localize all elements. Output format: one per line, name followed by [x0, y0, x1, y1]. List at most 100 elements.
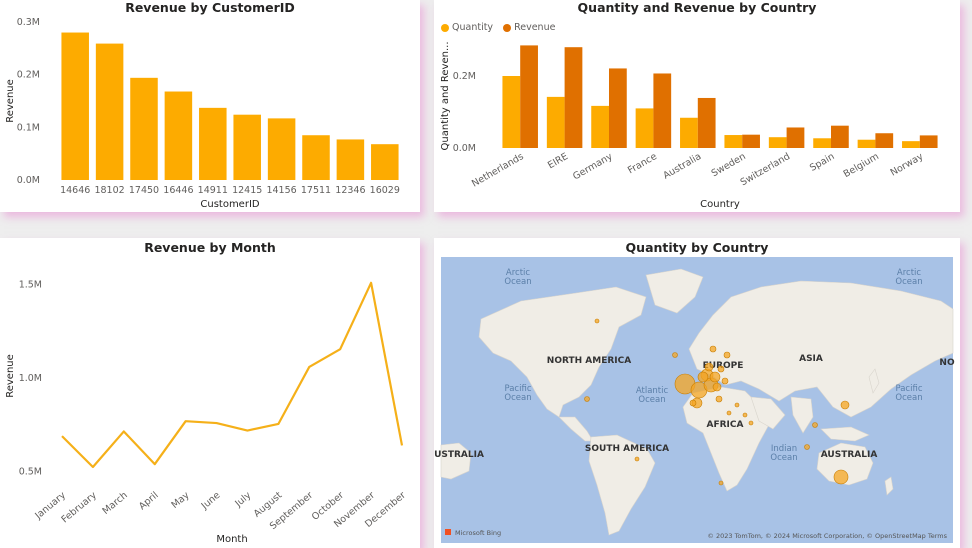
bar-revenue[interactable]	[520, 45, 538, 148]
bar-quantity[interactable]	[768, 137, 787, 148]
svg-text:Pacific: Pacific	[504, 384, 531, 394]
chart-title: Revenue by Month	[144, 240, 276, 255]
data-point[interactable]	[215, 421, 219, 425]
quantity-revenue-by-country-chart[interactable]: 0.0M 0.2M Netherlands EIRE Germany France Aust…	[434, 0, 960, 212]
quantity-bubble[interactable]	[709, 345, 717, 353]
bar-revenue[interactable]	[697, 97, 716, 148]
quantity-bubble[interactable]	[748, 420, 754, 426]
quantity-bubble[interactable]	[634, 456, 640, 462]
legend-label: Quantity	[452, 22, 494, 33]
bar-quantity[interactable]	[591, 105, 609, 148]
revenue-by-month-panel[interactable]: Revenue by Month 0.5M 1.0M 1.5M January Febr…	[0, 238, 420, 548]
bar[interactable]	[164, 91, 193, 180]
revenue-by-customer-panel[interactable]: Revenue by CustomerID 0.0M 0.1M 0.2M 0.3M 14…	[0, 0, 420, 212]
svg-text:Ocean: Ocean	[895, 393, 922, 403]
quantity-revenue-by-country-panel[interactable]: Quantity and Revenue by Country Quantity…	[434, 0, 960, 212]
bar[interactable]	[130, 77, 158, 180]
quantity-bubble[interactable]	[721, 377, 729, 385]
quantity-bubble[interactable]	[717, 365, 725, 373]
bar-quantity[interactable]	[502, 76, 521, 148]
map-footer: Microsoft Bing © 2023 TomTom, © 2024 Mic…	[445, 529, 948, 540]
data-point[interactable]	[91, 465, 95, 469]
quantity-bubble[interactable]	[704, 362, 714, 372]
quantity-bubble[interactable]	[584, 396, 590, 402]
data-point[interactable]	[338, 347, 342, 351]
revenue-by-customer-chart[interactable]: 0.0M 0.1M 0.2M 0.3M 14646 18102 17450 16446 1491…	[0, 0, 420, 212]
svg-text:USTRALIA: USTRALIA	[434, 450, 484, 460]
svg-text:AUSTRALIA: AUSTRALIA	[821, 450, 878, 460]
data-point[interactable]	[369, 281, 373, 285]
y-tick-label: 1.5M	[19, 280, 42, 291]
quantity-bubble[interactable]	[689, 399, 697, 407]
bar-revenue[interactable]	[786, 127, 805, 148]
bar-quantity[interactable]	[724, 135, 743, 148]
quantity-bubble[interactable]	[833, 469, 849, 485]
quantity-bubble[interactable]	[840, 400, 850, 410]
bar[interactable]	[371, 144, 399, 180]
world-map-canvas[interactable]: Arctic Ocean Arctic Ocean Pacific Ocean …	[434, 257, 955, 543]
legend-item-revenue[interactable]: Revenue	[503, 22, 555, 33]
bar-revenue[interactable]	[742, 134, 760, 148]
bar-quantity[interactable]	[635, 108, 654, 148]
data-point[interactable]	[122, 429, 126, 433]
bar-revenue[interactable]	[609, 68, 627, 148]
y-tick-label: 0.5M	[19, 467, 42, 478]
svg-text:Ocean: Ocean	[895, 277, 922, 287]
world-map[interactable]: Arctic Ocean Arctic Ocean Pacific Ocean …	[434, 257, 955, 543]
x-tick-label: 16446	[163, 185, 193, 196]
quantity-by-country-map-panel[interactable]: Quantity by Country	[434, 238, 960, 548]
data-point[interactable]	[245, 429, 249, 433]
bar-quantity[interactable]	[546, 96, 565, 148]
x-tick-label: Belgium	[842, 151, 881, 180]
bar[interactable]	[61, 32, 89, 181]
bar-revenue[interactable]	[875, 133, 894, 148]
bar-revenue[interactable]	[653, 73, 672, 148]
bar-revenue[interactable]	[564, 47, 583, 149]
data-point[interactable]	[276, 422, 280, 426]
bar-quantity[interactable]	[902, 141, 920, 148]
bar-revenue[interactable]	[831, 125, 849, 148]
quantity-bubble[interactable]	[734, 402, 740, 408]
eurasia-shape	[688, 280, 954, 418]
x-tick-label: 17450	[129, 185, 159, 196]
bar-revenue[interactable]	[919, 135, 938, 148]
bar[interactable]	[199, 107, 227, 180]
data-point[interactable]	[400, 443, 404, 447]
quantity-bubble[interactable]	[804, 444, 810, 450]
data-point[interactable]	[153, 462, 157, 466]
quantity-bubbles[interactable]	[584, 318, 850, 486]
bar-quantity[interactable]	[813, 138, 831, 148]
quantity-bubble[interactable]	[723, 351, 731, 359]
quantity-bubble[interactable]	[812, 422, 818, 428]
data-point[interactable]	[184, 419, 188, 423]
bar-quantity[interactable]	[857, 139, 876, 148]
data-point[interactable]	[307, 365, 311, 369]
quantity-bubble[interactable]	[672, 352, 678, 358]
x-tick-label: 12415	[232, 185, 262, 196]
chart-legend[interactable]: Quantity Revenue	[441, 22, 555, 33]
svg-text:Ocean: Ocean	[638, 395, 665, 405]
revenue-line[interactable]	[61, 281, 404, 469]
bar[interactable]	[233, 114, 261, 180]
y-tick-label: 0.2M	[17, 70, 40, 81]
y-tick-label: 1.0M	[19, 373, 42, 384]
map-attribution: © 2023 TomTom, © 2024 Microsoft Corporat…	[707, 532, 947, 540]
chart-title: Quantity and Revenue by Country	[577, 0, 817, 15]
bar[interactable]	[267, 118, 296, 180]
bar[interactable]	[95, 43, 124, 180]
legend-item-quantity[interactable]: Quantity	[441, 22, 493, 33]
data-point[interactable]	[60, 434, 64, 438]
quantity-bubble[interactable]	[697, 371, 709, 383]
bar[interactable]	[336, 139, 365, 180]
svg-text:AFRICA: AFRICA	[707, 420, 744, 430]
quantity-bubble[interactable]	[718, 480, 724, 486]
bar[interactable]	[302, 135, 330, 180]
quantity-bubble[interactable]	[742, 412, 748, 418]
quantity-bubble[interactable]	[726, 410, 732, 416]
bar-quantity[interactable]	[680, 117, 698, 148]
quantity-bubble[interactable]	[715, 395, 723, 403]
quantity-bubble[interactable]	[594, 318, 600, 324]
quantity-bubble[interactable]	[709, 371, 721, 383]
quantity-bubble[interactable]	[712, 382, 722, 392]
